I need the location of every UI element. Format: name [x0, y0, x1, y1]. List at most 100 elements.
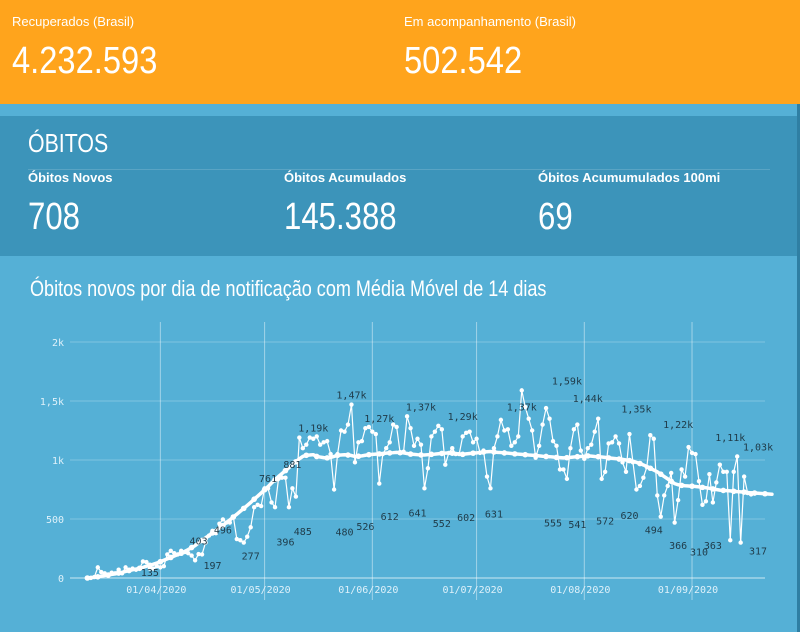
y-tick-label: 1k	[52, 456, 64, 467]
data-point-daily	[370, 429, 375, 434]
data-point-daily	[151, 566, 156, 571]
scrollbar-track[interactable]	[797, 104, 800, 632]
data-point-daily	[241, 540, 246, 545]
data-point-moving-average	[272, 477, 278, 483]
data-point-daily	[606, 441, 611, 446]
data-point-daily	[196, 551, 201, 557]
data-point-daily	[484, 474, 490, 479]
data-label: 310	[690, 547, 708, 558]
data-point-daily	[502, 428, 507, 433]
data-point-daily	[547, 416, 552, 421]
y-tick-label: 1,5k	[40, 397, 64, 408]
data-point-moving-average	[637, 460, 643, 467]
data-label: 572	[596, 517, 614, 528]
data-point-daily	[585, 446, 590, 451]
deaths-line-chart[interactable]: 0 500 1k 1,5k 2k 01/04/2020 01/05/2020 01/06/20…	[0, 256, 800, 632]
data-point-daily	[95, 565, 101, 570]
data-point-moving-average	[345, 452, 351, 458]
data-point-moving-average	[553, 454, 560, 461]
data-point-moving-average	[470, 450, 476, 456]
data-point-moving-average	[105, 572, 112, 578]
data-point-moving-average	[303, 452, 310, 459]
data-point-daily	[429, 434, 434, 439]
data-point-moving-average	[293, 458, 299, 465]
obitos-100mi-value: 69	[538, 196, 573, 238]
data-point-daily	[390, 422, 396, 427]
data-point-daily	[592, 429, 597, 434]
x-tick-label: 01/06/2020	[338, 585, 398, 596]
y-tick-label: 500	[46, 515, 64, 526]
data-point-daily	[599, 476, 604, 482]
data-point-daily	[571, 427, 577, 432]
data-point-daily	[161, 564, 167, 569]
data-point-daily	[717, 462, 723, 467]
data-point-moving-average	[678, 482, 685, 489]
data-point-moving-average	[178, 550, 184, 557]
data-point-moving-average	[522, 451, 529, 458]
recuperados-label: Recuperados (Brasil)	[12, 14, 135, 29]
data-point-daily	[307, 435, 312, 440]
data-point-moving-average	[428, 451, 435, 458]
data-point-daily	[516, 434, 521, 439]
acompanhamento-value: 502.542	[404, 40, 523, 82]
data-point-daily	[359, 438, 365, 444]
data-point-daily	[342, 429, 347, 434]
data-point-daily	[686, 444, 691, 450]
data-label: 403	[190, 536, 208, 547]
data-point-moving-average	[157, 558, 164, 565]
data-point-daily	[616, 441, 622, 446]
data-point-daily	[509, 443, 514, 449]
data-point-daily	[356, 440, 361, 445]
data-label: 761	[259, 474, 277, 485]
data-point-daily	[345, 422, 351, 427]
data-point-daily	[251, 505, 257, 510]
y-tick-label: 2k	[52, 338, 64, 349]
data-point-daily	[328, 451, 333, 457]
data-point-moving-average	[532, 452, 539, 459]
data-point-daily	[710, 500, 716, 505]
data-label: 526	[356, 522, 374, 533]
data-label: 1,59k	[552, 376, 582, 387]
x-tick-label: 01/05/2020	[230, 585, 290, 596]
data-point-daily	[422, 486, 427, 491]
data-point-daily	[245, 534, 250, 539]
data-point-daily	[707, 471, 712, 477]
data-point-daily	[721, 469, 726, 474]
data-point-daily	[269, 500, 274, 505]
data-point-moving-average	[397, 449, 403, 456]
data-point-daily	[724, 469, 729, 474]
divider	[28, 169, 770, 170]
data-point-daily	[738, 540, 743, 545]
data-point-daily	[523, 404, 528, 410]
data-point-moving-average	[418, 452, 424, 458]
data-point-daily	[637, 483, 643, 489]
data-point-daily	[602, 469, 608, 474]
data-point-moving-average	[626, 457, 633, 464]
data-point-daily	[311, 436, 316, 441]
data-point-daily	[491, 446, 497, 451]
data-point-daily	[415, 436, 420, 441]
data-point-daily	[550, 438, 556, 444]
data-point-daily	[189, 553, 194, 558]
data-point-daily	[258, 503, 264, 509]
data-point-daily	[589, 442, 594, 447]
data-point-daily	[679, 467, 684, 472]
data-point-daily	[526, 416, 531, 421]
data-point-daily	[463, 430, 469, 436]
data-point-moving-average	[199, 537, 205, 544]
data-label: 541	[568, 520, 586, 531]
data-point-daily	[474, 436, 479, 441]
data-point-moving-average	[240, 505, 247, 512]
data-label: 1,35k	[621, 405, 651, 416]
data-point-daily	[411, 443, 417, 449]
chart-title: Óbitos novos por dia de notificação com …	[30, 276, 547, 301]
data-point-daily	[338, 428, 344, 433]
data-label: 612	[381, 512, 399, 523]
data-point-moving-average	[449, 450, 456, 456]
data-label: 1,47k	[336, 391, 366, 402]
data-point-daily	[682, 474, 688, 479]
obitos-100mi-label: Óbitos Acumumulados 100mi	[538, 170, 721, 185]
data-point-moving-average	[605, 455, 612, 461]
data-point-daily	[665, 483, 670, 489]
data-point-daily	[741, 474, 747, 479]
